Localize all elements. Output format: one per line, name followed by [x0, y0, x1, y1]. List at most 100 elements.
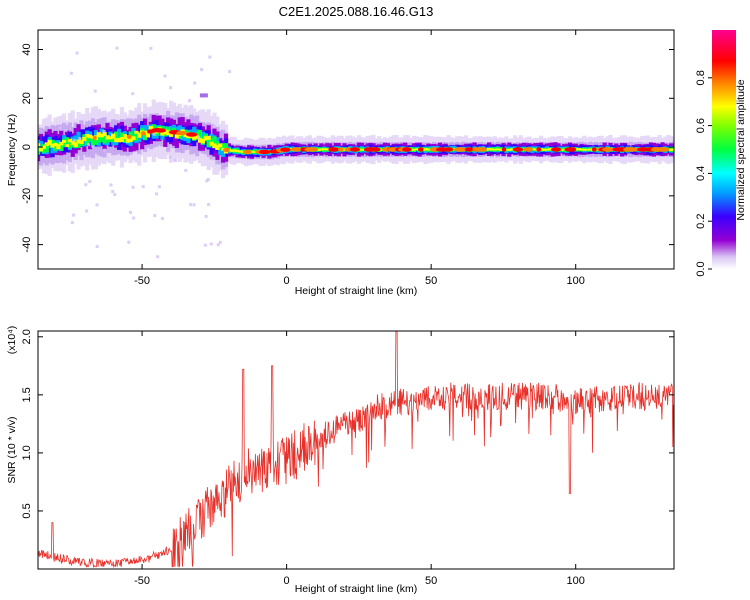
snr-panel: -50 0 50 100 0.5 1.0 1.5 2.0 Height of straigh…	[6, 326, 675, 595]
spectrogram-core-cell	[38, 147, 44, 152]
spectrogram-speckle	[192, 203, 196, 207]
spectrogram-core-cell	[541, 148, 547, 151]
spectrogram-core-cell	[186, 134, 191, 139]
spectrogram-heat-layer	[38, 46, 674, 259]
spectrogram-core-cell	[212, 143, 217, 149]
spectrogram-peak	[155, 128, 167, 133]
spectrogram-core-cell	[177, 125, 182, 136]
spectrogram-speckle	[168, 155, 172, 159]
spectrogram-core-cell	[108, 137, 113, 143]
spectrogram-speckle	[72, 213, 76, 217]
spectrogram-core-cell	[128, 131, 133, 138]
spectrogram-peak	[417, 147, 424, 152]
spectrogram-core-cell	[486, 148, 492, 151]
spectrogram-peak	[512, 147, 524, 152]
snr-x-axis-title: Height of straight line (km)	[295, 583, 418, 595]
spectrogram-peak	[591, 147, 597, 152]
spectrogram-core-cell	[53, 143, 58, 147]
colorbar-tick-label: 0.8	[695, 70, 707, 85]
spectrogram-core-cell	[672, 148, 674, 151]
spectrogram-speckle	[216, 243, 220, 247]
spectrogram-speckle	[173, 158, 177, 162]
spectrogram-core-cell	[111, 133, 116, 139]
spectrogram-core-cell	[160, 130, 165, 136]
snr-y-tick-label: 1.5	[21, 387, 33, 402]
spectrogram-speckle	[95, 245, 99, 249]
spectrogram-peak	[290, 147, 302, 152]
spectrogram-core-cell	[102, 135, 107, 144]
spectrogram-core-cell	[223, 143, 229, 151]
spectrogram-peak	[370, 147, 381, 152]
spectrogram-speckle	[208, 55, 212, 59]
spectrogram-speckle	[132, 216, 136, 220]
spectrogram-core-cell	[108, 136, 113, 140]
spectrogram-x-tick-label: 100	[567, 275, 585, 287]
snr-y-tick-label: 1.0	[21, 445, 33, 460]
spectrogram-core-cell	[85, 136, 90, 146]
spectrogram-speckle	[189, 203, 193, 207]
spectrogram-speckle	[218, 240, 222, 244]
spectrogram-speckle	[203, 243, 207, 247]
spectrogram-speckle	[141, 185, 145, 189]
spectrogram-speckle	[103, 148, 107, 152]
spectrogram-speckle	[91, 145, 95, 149]
spectrogram-peak	[464, 147, 474, 152]
spectrogram-core-cell	[151, 124, 156, 131]
spectrogram-x-tick-label: -50	[134, 275, 150, 287]
spectrogram-core-cell	[119, 132, 125, 138]
spectrogram-speckle	[93, 89, 97, 93]
spectrogram-peak	[243, 149, 252, 155]
snr-frame	[37, 330, 675, 570]
spectrogram-speckle	[149, 46, 153, 50]
spectrogram-core-cell	[56, 144, 61, 150]
spectrogram-core-cell	[325, 148, 330, 151]
spectrogram-speckle	[156, 255, 160, 259]
spectrogram-speckle	[153, 214, 157, 218]
spectrogram-core-cell	[197, 137, 203, 143]
spectrogram-core-cell	[183, 133, 188, 138]
spectrogram-core-cell	[122, 136, 127, 143]
spectrogram-core-cell	[507, 148, 512, 151]
spectrogram-core-cell	[47, 140, 52, 145]
spectrogram-peak	[92, 135, 97, 141]
spectrogram-core-cell	[495, 148, 500, 151]
spectrogram-core-cell	[215, 145, 220, 150]
chart-title: C2E1.2025.088.16.46.G13	[279, 4, 434, 19]
spectrogram-core-cell	[134, 130, 139, 134]
spectrogram-core-cell	[88, 134, 93, 139]
snr-y-tick-label: 2.0	[21, 329, 33, 344]
spectrogram-core-cell	[489, 148, 495, 151]
spectrogram-core-cell	[70, 140, 75, 146]
spectrogram-speckle	[169, 86, 173, 90]
spectrogram-core-cell	[96, 136, 101, 143]
spectrogram-peak	[626, 147, 639, 152]
spectrogram-core-cell	[669, 148, 674, 151]
colorbar-label: Normalized spectral amplitude	[735, 79, 747, 220]
spectrogram-core-cell	[53, 141, 58, 151]
snr-x-ticks: -50 0 50 100	[134, 331, 585, 587]
spectrogram-core-cell	[229, 149, 234, 152]
spectrogram-core-cell	[131, 136, 136, 141]
spectrogram-peak	[280, 147, 291, 152]
spectrogram-speckle	[205, 179, 209, 183]
spectrogram-core-cell	[579, 148, 584, 151]
spectrogram-peak	[536, 147, 542, 152]
spectrogram-y-tick-label: 0	[21, 144, 33, 150]
spectrogram-core-cell	[380, 148, 385, 151]
spectrogram-y-ticks: -40 -20 0 20 40	[21, 43, 674, 253]
spectrogram-core-cell	[249, 150, 255, 153]
spectrogram-speckle	[163, 74, 167, 78]
spectrogram-core-cell	[559, 148, 564, 151]
snr-plot-area	[38, 331, 674, 569]
spectrogram-speckle	[152, 132, 156, 136]
spectrogram-core-cell	[203, 136, 208, 141]
colorbar-gradient	[712, 30, 736, 269]
spectrogram-core-cell	[197, 129, 203, 139]
spectrogram-core-cell	[423, 148, 428, 151]
snr-series-line	[38, 331, 674, 569]
spectrogram-core-cell	[221, 147, 226, 151]
spectrogram-core-cell	[38, 143, 41, 147]
spectrogram-core-cell	[85, 134, 90, 138]
spectrogram-peak	[523, 147, 534, 152]
spectrogram-speckle	[69, 71, 73, 75]
